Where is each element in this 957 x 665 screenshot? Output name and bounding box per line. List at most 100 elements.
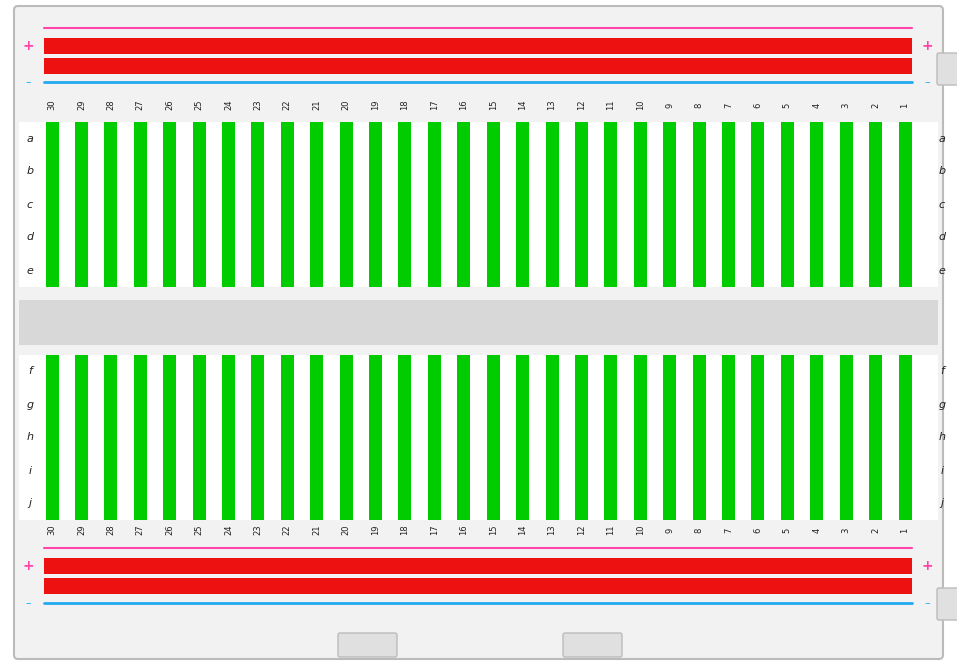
Text: 8: 8 — [695, 102, 703, 108]
Bar — [163, 122, 176, 287]
Text: 25: 25 — [194, 100, 204, 110]
Text: e: e — [27, 265, 33, 275]
Bar — [899, 355, 911, 520]
Text: 1: 1 — [901, 527, 909, 533]
Bar — [369, 122, 382, 287]
Bar — [163, 355, 176, 520]
Text: 27: 27 — [136, 100, 145, 110]
Bar — [46, 122, 58, 287]
Bar — [369, 355, 382, 520]
Bar — [457, 355, 470, 520]
Text: h: h — [27, 432, 33, 442]
Text: g: g — [939, 400, 946, 410]
Bar — [487, 122, 500, 287]
Bar — [310, 355, 323, 520]
Bar — [44, 558, 912, 574]
Text: 9: 9 — [665, 102, 674, 108]
Text: 20: 20 — [342, 525, 350, 535]
Bar — [634, 355, 647, 520]
Text: 7: 7 — [724, 527, 733, 533]
Bar — [44, 58, 912, 74]
Bar — [252, 122, 264, 287]
Bar — [19, 300, 938, 345]
Text: +: + — [22, 39, 33, 53]
Bar — [457, 122, 470, 287]
Text: 25: 25 — [194, 525, 204, 535]
Bar — [722, 355, 735, 520]
Bar — [634, 122, 647, 287]
Bar — [751, 355, 765, 520]
Text: 29: 29 — [77, 525, 86, 535]
Text: 22: 22 — [283, 525, 292, 535]
Text: 18: 18 — [400, 100, 410, 110]
Text: 16: 16 — [459, 525, 468, 535]
FancyBboxPatch shape — [14, 6, 943, 659]
Text: a: a — [939, 134, 946, 144]
Text: 20: 20 — [342, 100, 350, 110]
Text: a: a — [27, 134, 33, 144]
Text: +: + — [22, 559, 33, 573]
Text: 10: 10 — [635, 100, 645, 110]
Text: 11: 11 — [607, 525, 615, 535]
FancyBboxPatch shape — [937, 53, 957, 85]
Text: 13: 13 — [547, 100, 557, 110]
Text: 3: 3 — [841, 102, 851, 108]
Text: f: f — [28, 366, 32, 376]
Text: 22: 22 — [283, 100, 292, 110]
Text: 7: 7 — [724, 102, 733, 108]
Text: 21: 21 — [312, 525, 322, 535]
FancyBboxPatch shape — [563, 633, 622, 657]
Bar — [605, 122, 617, 287]
Text: 21: 21 — [312, 100, 322, 110]
Text: d: d — [27, 233, 33, 243]
Text: 15: 15 — [489, 100, 498, 110]
Bar — [663, 122, 677, 287]
Bar — [605, 355, 617, 520]
Bar — [340, 355, 352, 520]
Bar — [280, 355, 294, 520]
Text: +: + — [922, 39, 933, 53]
Text: 5: 5 — [783, 527, 791, 533]
Text: 2: 2 — [871, 527, 880, 533]
Bar — [751, 122, 765, 287]
Text: 4: 4 — [812, 102, 821, 108]
Bar — [839, 122, 853, 287]
Bar — [46, 355, 58, 520]
Text: e: e — [939, 265, 946, 275]
Text: 1: 1 — [901, 102, 909, 108]
Text: 30: 30 — [48, 525, 56, 535]
Text: 27: 27 — [136, 525, 145, 535]
Bar — [811, 122, 823, 287]
Text: c: c — [939, 200, 946, 209]
Text: –: – — [25, 598, 31, 608]
Bar — [192, 355, 206, 520]
Text: 5: 5 — [783, 102, 791, 108]
Text: d: d — [939, 233, 946, 243]
Bar — [693, 122, 705, 287]
Text: 29: 29 — [77, 100, 86, 110]
Text: 13: 13 — [547, 525, 557, 535]
Bar — [44, 578, 912, 594]
Text: 19: 19 — [371, 100, 380, 110]
Text: 12: 12 — [577, 525, 586, 535]
Bar — [340, 122, 352, 287]
Bar — [134, 122, 146, 287]
Text: –: – — [924, 598, 930, 608]
Bar — [575, 122, 588, 287]
Bar — [869, 122, 882, 287]
Bar — [134, 355, 146, 520]
Text: 8: 8 — [695, 527, 703, 533]
Text: i: i — [941, 465, 944, 475]
Bar — [693, 355, 705, 520]
Bar — [428, 122, 441, 287]
Text: b: b — [27, 166, 33, 176]
Text: h: h — [939, 432, 946, 442]
Text: –: – — [924, 77, 930, 87]
Text: b: b — [939, 166, 946, 176]
Bar — [44, 38, 912, 54]
Text: 17: 17 — [430, 525, 439, 535]
Bar — [222, 122, 235, 287]
Bar — [487, 355, 500, 520]
Bar — [252, 355, 264, 520]
Text: 9: 9 — [665, 527, 674, 533]
